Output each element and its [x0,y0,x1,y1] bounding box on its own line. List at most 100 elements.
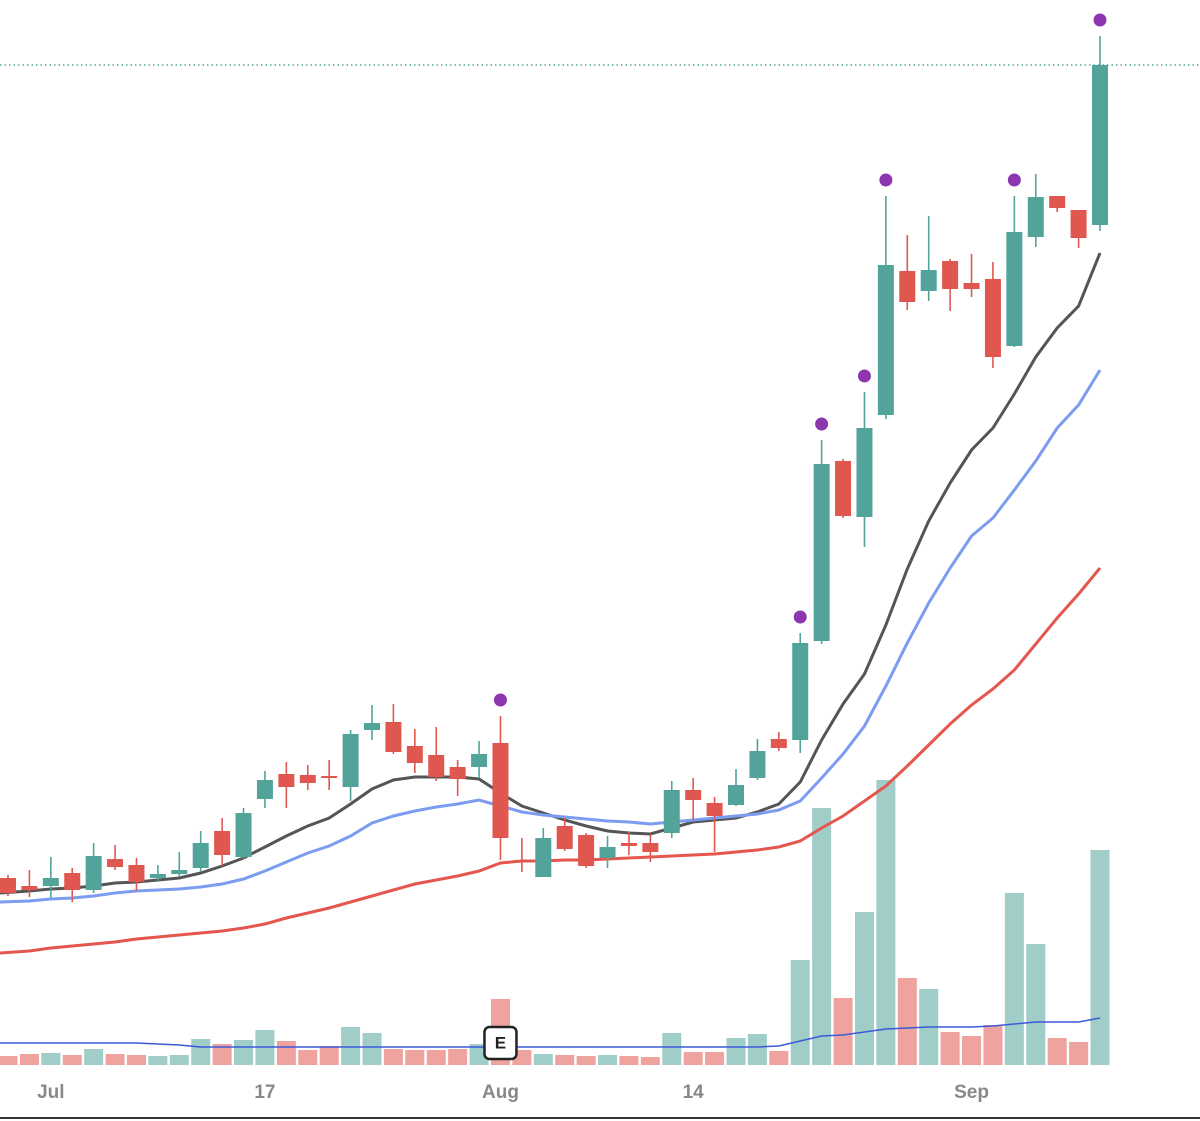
volume-bar [1004,893,1024,1065]
candle-body [342,734,359,787]
candle-body [770,739,787,748]
volume-bar [940,1032,960,1065]
candle-body [149,874,166,878]
volume-bar [448,1049,468,1065]
moving-average-line [0,252,1102,895]
volume-bar [1047,1038,1067,1065]
candle-body [214,831,231,855]
signal-marker [493,693,507,707]
moving-average-line [0,369,1102,904]
candle-body [364,723,380,730]
candle-body [192,843,209,868]
candle-body [1027,197,1044,237]
candle-body [942,261,959,289]
volume-bar [598,1055,618,1065]
candle-body [42,878,59,886]
candle-body [1049,196,1066,208]
signal-marker [1007,173,1021,187]
volume-bar [533,1054,553,1065]
volume-bar [405,1050,425,1065]
volume-bar [662,1033,682,1065]
candle-body [663,790,680,833]
moving-average-line [0,567,1102,955]
volume-bar [576,1056,596,1065]
candle-body [128,865,145,882]
volume-bar [790,960,810,1065]
candle-body [406,746,423,763]
volume-bar [683,1052,703,1065]
volume-bar [341,1027,361,1065]
candle-body [1070,210,1087,238]
candle-body [256,780,273,799]
candle-body [920,270,937,291]
volume-bar [0,1056,18,1065]
volume-bar [769,1051,789,1065]
candle-body [513,860,530,862]
volume-bar [276,1041,296,1065]
candle-body [578,835,595,866]
volume-bar [19,1054,39,1065]
candle-body [642,843,659,852]
candle-body [856,428,873,517]
volume-bar [897,978,917,1065]
volume-bar [854,912,874,1065]
volume-bar [1026,944,1046,1065]
volume-bar [619,1056,639,1065]
candle-body [685,790,702,800]
event-box [483,1025,518,1061]
volume-bar [169,1055,189,1065]
volume-bar [191,1039,211,1065]
candle-body [385,722,402,752]
candle-body [1092,65,1108,225]
candle-body [299,775,316,783]
volume-bar [62,1055,82,1065]
volume-bar [962,1036,982,1065]
x-tick-label: 17 [254,1082,275,1103]
signal-marker [1093,13,1107,27]
volume-bar [383,1049,403,1065]
candle-body [728,785,744,805]
candle-body [899,271,916,302]
volume-bar [705,1052,725,1065]
volume-bar [212,1044,232,1065]
volume-bar [876,780,896,1065]
candle-body [428,755,445,777]
candle-body [471,754,488,767]
signal-marker [879,173,893,187]
candle-body [1006,232,1023,346]
volume-bar [1069,1042,1089,1065]
candle-body [984,279,1001,357]
candle-body [107,859,124,867]
x-tick-label: Aug [482,1082,519,1103]
volume-bar [640,1057,660,1065]
volume-bar [726,1038,746,1065]
volume-ma-line [0,1017,1101,1048]
x-tick-label: Sep [954,1082,989,1103]
candle-body [620,843,637,846]
candle-body [21,886,38,890]
volume-bar [747,1034,767,1065]
candle-body [278,774,295,787]
candle-body [706,803,723,816]
volume-bar [555,1055,575,1065]
signal-marker [793,610,807,624]
volume-bar [833,998,853,1065]
volume-bar [319,1046,339,1065]
event-marker: E [483,1025,518,1061]
volume-bar [426,1050,446,1065]
event-label: E [495,1033,506,1052]
volume-bar [812,808,832,1065]
volume-bar [105,1054,125,1065]
volume-bar [41,1053,61,1065]
candle-body [792,643,809,740]
candle-body [835,461,852,516]
candle-body [877,265,894,415]
volume-bar [1090,850,1110,1065]
volume-bar [126,1055,146,1065]
signal-marker [857,369,871,383]
x-tick-label: 14 [683,1082,705,1103]
candle-body [449,767,466,779]
candle-body [492,743,509,838]
candle-body [171,870,188,874]
